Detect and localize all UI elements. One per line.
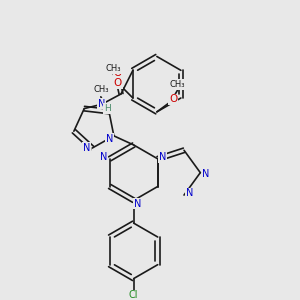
Text: N: N xyxy=(134,199,141,208)
Text: Cl: Cl xyxy=(129,290,139,300)
Text: N: N xyxy=(186,188,194,198)
Text: O: O xyxy=(169,94,177,104)
Text: H: H xyxy=(104,104,110,113)
Text: N: N xyxy=(202,169,210,179)
Text: O: O xyxy=(113,78,122,88)
Text: CH₃: CH₃ xyxy=(170,80,185,89)
Text: N: N xyxy=(98,99,105,109)
Text: N: N xyxy=(159,152,166,162)
Text: CH₃: CH₃ xyxy=(93,85,109,94)
Text: CH₃: CH₃ xyxy=(106,64,121,73)
Text: O: O xyxy=(114,68,122,78)
Text: N: N xyxy=(82,143,90,153)
Text: N: N xyxy=(106,134,114,144)
Text: N: N xyxy=(100,152,108,162)
